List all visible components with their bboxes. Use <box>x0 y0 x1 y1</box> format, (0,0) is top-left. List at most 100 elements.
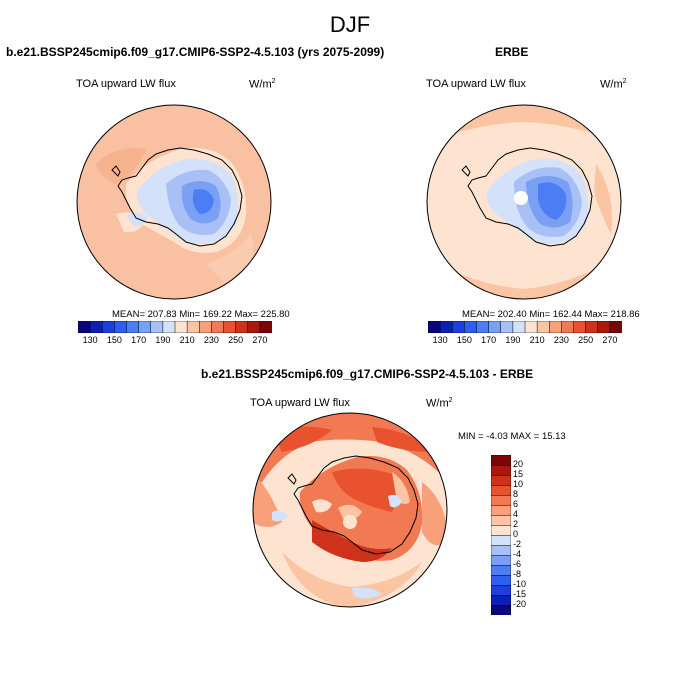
colorbar-swatch <box>488 321 502 333</box>
colorbar-swatch <box>491 455 511 466</box>
colorbar-swatch <box>174 321 188 333</box>
colorbar-swatch <box>199 321 212 333</box>
colorbar-swatch <box>561 321 575 333</box>
colorbar-tick-label: 230 <box>553 335 569 345</box>
colorbar-tick-label: 190 <box>505 335 521 345</box>
obs-units-label: W/m2 <box>600 78 627 91</box>
colorbar-tick-label: -2 <box>513 539 522 549</box>
colorbar-swatch <box>428 321 441 333</box>
colorbar-tick-label: 270 <box>252 335 268 345</box>
diff-variable-label: TOA upward LW flux <box>250 397 350 409</box>
colorbar-swatch <box>491 574 511 586</box>
colorbar-swatch <box>609 321 622 333</box>
colorbar-swatch <box>491 564 511 576</box>
diff-panel-title: b.e21.BSSP245cmip6.f09_g17.CMIP6-SSP2-4.… <box>201 367 534 381</box>
obs-panel-title: ERBE <box>495 45 529 59</box>
colorbar-tick-label: -15 <box>513 589 527 599</box>
model-stats: MEAN= 207.83 Min= 169.22 Max= 225.80 <box>112 309 290 320</box>
obs-variable-label: TOA upward LW flux <box>426 78 526 90</box>
model-variable-label: TOA upward LW flux <box>76 78 176 90</box>
model-panel-title: b.e21.BSSP245cmip6.f09_g17.CMIP6-SSP2-4.… <box>6 45 385 59</box>
colorbar-swatch <box>500 321 514 333</box>
obs-colorbar-ticks: 130 150 170 190 210 230 250 270 <box>428 335 622 349</box>
colorbar-swatch <box>162 321 176 333</box>
colorbar-tick-label: -10 <box>513 579 527 589</box>
colorbar-swatch <box>597 321 611 333</box>
colorbar-tick-label: -6 <box>513 559 522 569</box>
colorbar-swatch <box>491 594 511 606</box>
diff-stats: MIN = -4.03 MAX = 15.13 <box>458 431 566 442</box>
colorbar-tick-label: 0 <box>513 529 519 539</box>
colorbar-swatch <box>491 474 511 486</box>
colorbar-tick-label: 150 <box>456 335 472 345</box>
colorbar-tick-label: -20 <box>513 599 527 609</box>
colorbar-swatch <box>491 494 511 506</box>
diff-antarctica-coastline <box>287 455 419 555</box>
colorbar-swatch <box>464 321 478 333</box>
colorbar-swatch <box>211 321 225 333</box>
colorbar-swatch <box>524 321 538 333</box>
obs-colorbar <box>428 321 622 333</box>
colorbar-swatch <box>573 321 587 333</box>
colorbar-swatch <box>491 554 511 566</box>
diff-polar-map <box>252 412 448 608</box>
diff-units-label: W/m2 <box>426 397 453 410</box>
diff-colorbar <box>491 455 511 615</box>
colorbar-swatch <box>235 321 249 333</box>
colorbar-tick-label: 20 <box>513 459 524 469</box>
colorbar-swatch <box>150 321 164 333</box>
colorbar-tick-label: 250 <box>228 335 244 345</box>
colorbar-swatch <box>491 504 511 516</box>
colorbar-tick-label: 130 <box>82 335 98 345</box>
colorbar-swatch <box>491 484 511 496</box>
model-colorbar-ticks: 130 150 170 190 210 230 250 270 <box>78 335 272 349</box>
colorbar-swatch <box>491 534 511 546</box>
colorbar-swatch <box>549 321 562 333</box>
obs-stats: MEAN= 202.40 Min= 162.44 Max= 218.86 <box>462 309 640 320</box>
colorbar-swatch <box>439 321 453 333</box>
colorbar-swatch <box>491 604 511 615</box>
colorbar-tick-label: 4 <box>513 509 519 519</box>
colorbar-tick-label: 8 <box>513 489 519 499</box>
diff-map-fill <box>253 413 447 607</box>
colorbar-swatch <box>491 464 511 476</box>
obs-polar-map <box>426 104 622 300</box>
model-units-label: W/m2 <box>249 78 276 91</box>
colorbar-tick-label: -4 <box>513 549 522 559</box>
colorbar-swatch <box>491 544 511 556</box>
colorbar-tick-label: 170 <box>481 335 497 345</box>
colorbar-swatch <box>491 524 511 536</box>
colorbar-swatch <box>491 514 511 526</box>
colorbar-swatch <box>247 321 261 333</box>
colorbar-swatch <box>536 321 550 333</box>
colorbar-swatch <box>491 584 511 596</box>
colorbar-tick-label: 190 <box>155 335 171 345</box>
colorbar-swatch <box>89 321 103 333</box>
colorbar-swatch <box>585 321 599 333</box>
colorbar-tick-label: 150 <box>106 335 122 345</box>
colorbar-tick-label: 130 <box>432 335 448 345</box>
colorbar-tick-label: 6 <box>513 499 519 509</box>
colorbar-swatch <box>78 321 91 333</box>
colorbar-tick-label: 10 <box>513 479 524 489</box>
colorbar-swatch <box>102 321 115 333</box>
colorbar-swatch <box>126 321 140 333</box>
colorbar-swatch <box>114 321 128 333</box>
model-colorbar <box>78 321 272 333</box>
model-antarctica-coastline <box>111 147 243 247</box>
colorbar-tick-label: 230 <box>203 335 219 345</box>
figure-title: DJF <box>329 12 371 37</box>
colorbar-swatch <box>223 321 237 333</box>
colorbar-swatch <box>186 321 200 333</box>
model-map-fill <box>77 105 271 299</box>
colorbar-swatch <box>452 321 465 333</box>
colorbar-tick-label: 270 <box>602 335 618 345</box>
colorbar-swatch <box>259 321 272 333</box>
obs-antarctica-coastline <box>461 147 593 247</box>
colorbar-tick-label: 170 <box>131 335 147 345</box>
colorbar-tick-label: 2 <box>513 519 519 529</box>
colorbar-tick-label: -8 <box>513 569 522 579</box>
colorbar-swatch <box>512 321 526 333</box>
colorbar-swatch <box>138 321 152 333</box>
colorbar-tick-label: 210 <box>179 335 195 345</box>
